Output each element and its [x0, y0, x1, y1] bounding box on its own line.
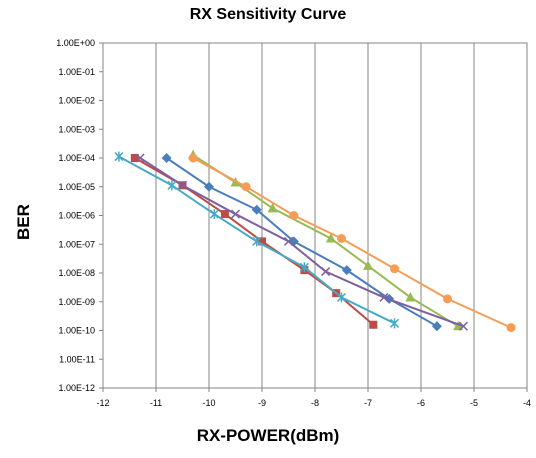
series-1: [161, 153, 442, 332]
y-tick-label: 1.00E-03: [58, 124, 95, 134]
x-tick-labels: -12 -11 -10 -9 -8 -7 -6 -5 -4: [96, 398, 531, 408]
data-point: [135, 153, 145, 163]
data-point: [321, 267, 331, 277]
x-tick-label: -12: [96, 398, 109, 408]
data-point: [209, 209, 219, 220]
y-tick-label: 1.00E-06: [58, 211, 95, 221]
y-tick-label: 1.00E-04: [58, 153, 95, 163]
chart-axes: [99, 42, 528, 392]
y-tick-label: 1.00E-02: [58, 96, 95, 106]
series-6: [188, 153, 516, 333]
data-point: [114, 151, 124, 162]
data-point: [390, 264, 399, 274]
data-point: [389, 318, 400, 329]
data-point: [230, 209, 241, 219]
y-tick-label: 1.00E-09: [58, 297, 95, 307]
x-tick-label: -8: [311, 398, 319, 408]
data-point: [443, 294, 452, 304]
y-tick-label: 1.00E-10: [58, 326, 95, 336]
data-point: [177, 180, 188, 190]
data-point: [251, 204, 262, 215]
y-tick-label: 1.00E-07: [58, 239, 95, 249]
data-point: [241, 182, 251, 192]
series-line: [192, 154, 459, 328]
data-point: [341, 265, 352, 276]
x-tick-label: -10: [202, 398, 215, 408]
data-point: [405, 291, 416, 302]
data-point: [453, 320, 464, 331]
data-point: [130, 154, 139, 162]
y-tick-label: 1.00E-01: [58, 67, 95, 77]
y-tick-label: 1.00E+00: [56, 38, 95, 48]
data-point: [188, 153, 198, 163]
data-point: [299, 262, 309, 273]
data-point: [161, 153, 172, 163]
data-point: [204, 181, 214, 192]
data-point: [337, 234, 346, 243]
data-point: [431, 321, 442, 332]
data-point: [289, 211, 299, 220]
series-group: [114, 149, 516, 333]
data-point: [220, 210, 229, 219]
x-tick-label: -9: [258, 398, 266, 408]
data-point: [252, 236, 262, 247]
y-tick-label: 1.00E-12: [58, 383, 95, 393]
y-tick-label: 1.00E-08: [58, 268, 95, 278]
data-point: [336, 292, 347, 303]
chart-grid: [102, 43, 528, 388]
y-tick-label: 1.00E-11: [59, 354, 95, 364]
data-point: [325, 233, 336, 243]
series-4: [135, 153, 468, 331]
x-tick-label: -4: [523, 398, 531, 408]
chart-title: RX Sensitivity Curve: [189, 6, 347, 23]
x-axis-label: RX-POWER(dBm): [196, 426, 340, 445]
data-point: [458, 321, 468, 331]
data-point: [267, 202, 278, 213]
data-point: [283, 236, 294, 246]
data-point: [167, 180, 177, 191]
data-point: [379, 292, 389, 302]
data-point: [363, 260, 373, 270]
x-tick-label: -7: [364, 398, 372, 408]
x-tick-label: -5: [470, 398, 478, 408]
y-tick-label: 1.00E-05: [58, 182, 95, 192]
series-5: [114, 151, 400, 329]
x-tick-label: -11: [150, 398, 162, 408]
x-tick-label: -6: [417, 398, 425, 408]
data-point: [258, 237, 266, 246]
data-point: [369, 320, 378, 329]
y-tick-labels: 1.00E+00 1.00E-01 1.00E-02 1.00E-03 1.00E-04…: [56, 38, 95, 393]
data-point: [506, 323, 516, 333]
